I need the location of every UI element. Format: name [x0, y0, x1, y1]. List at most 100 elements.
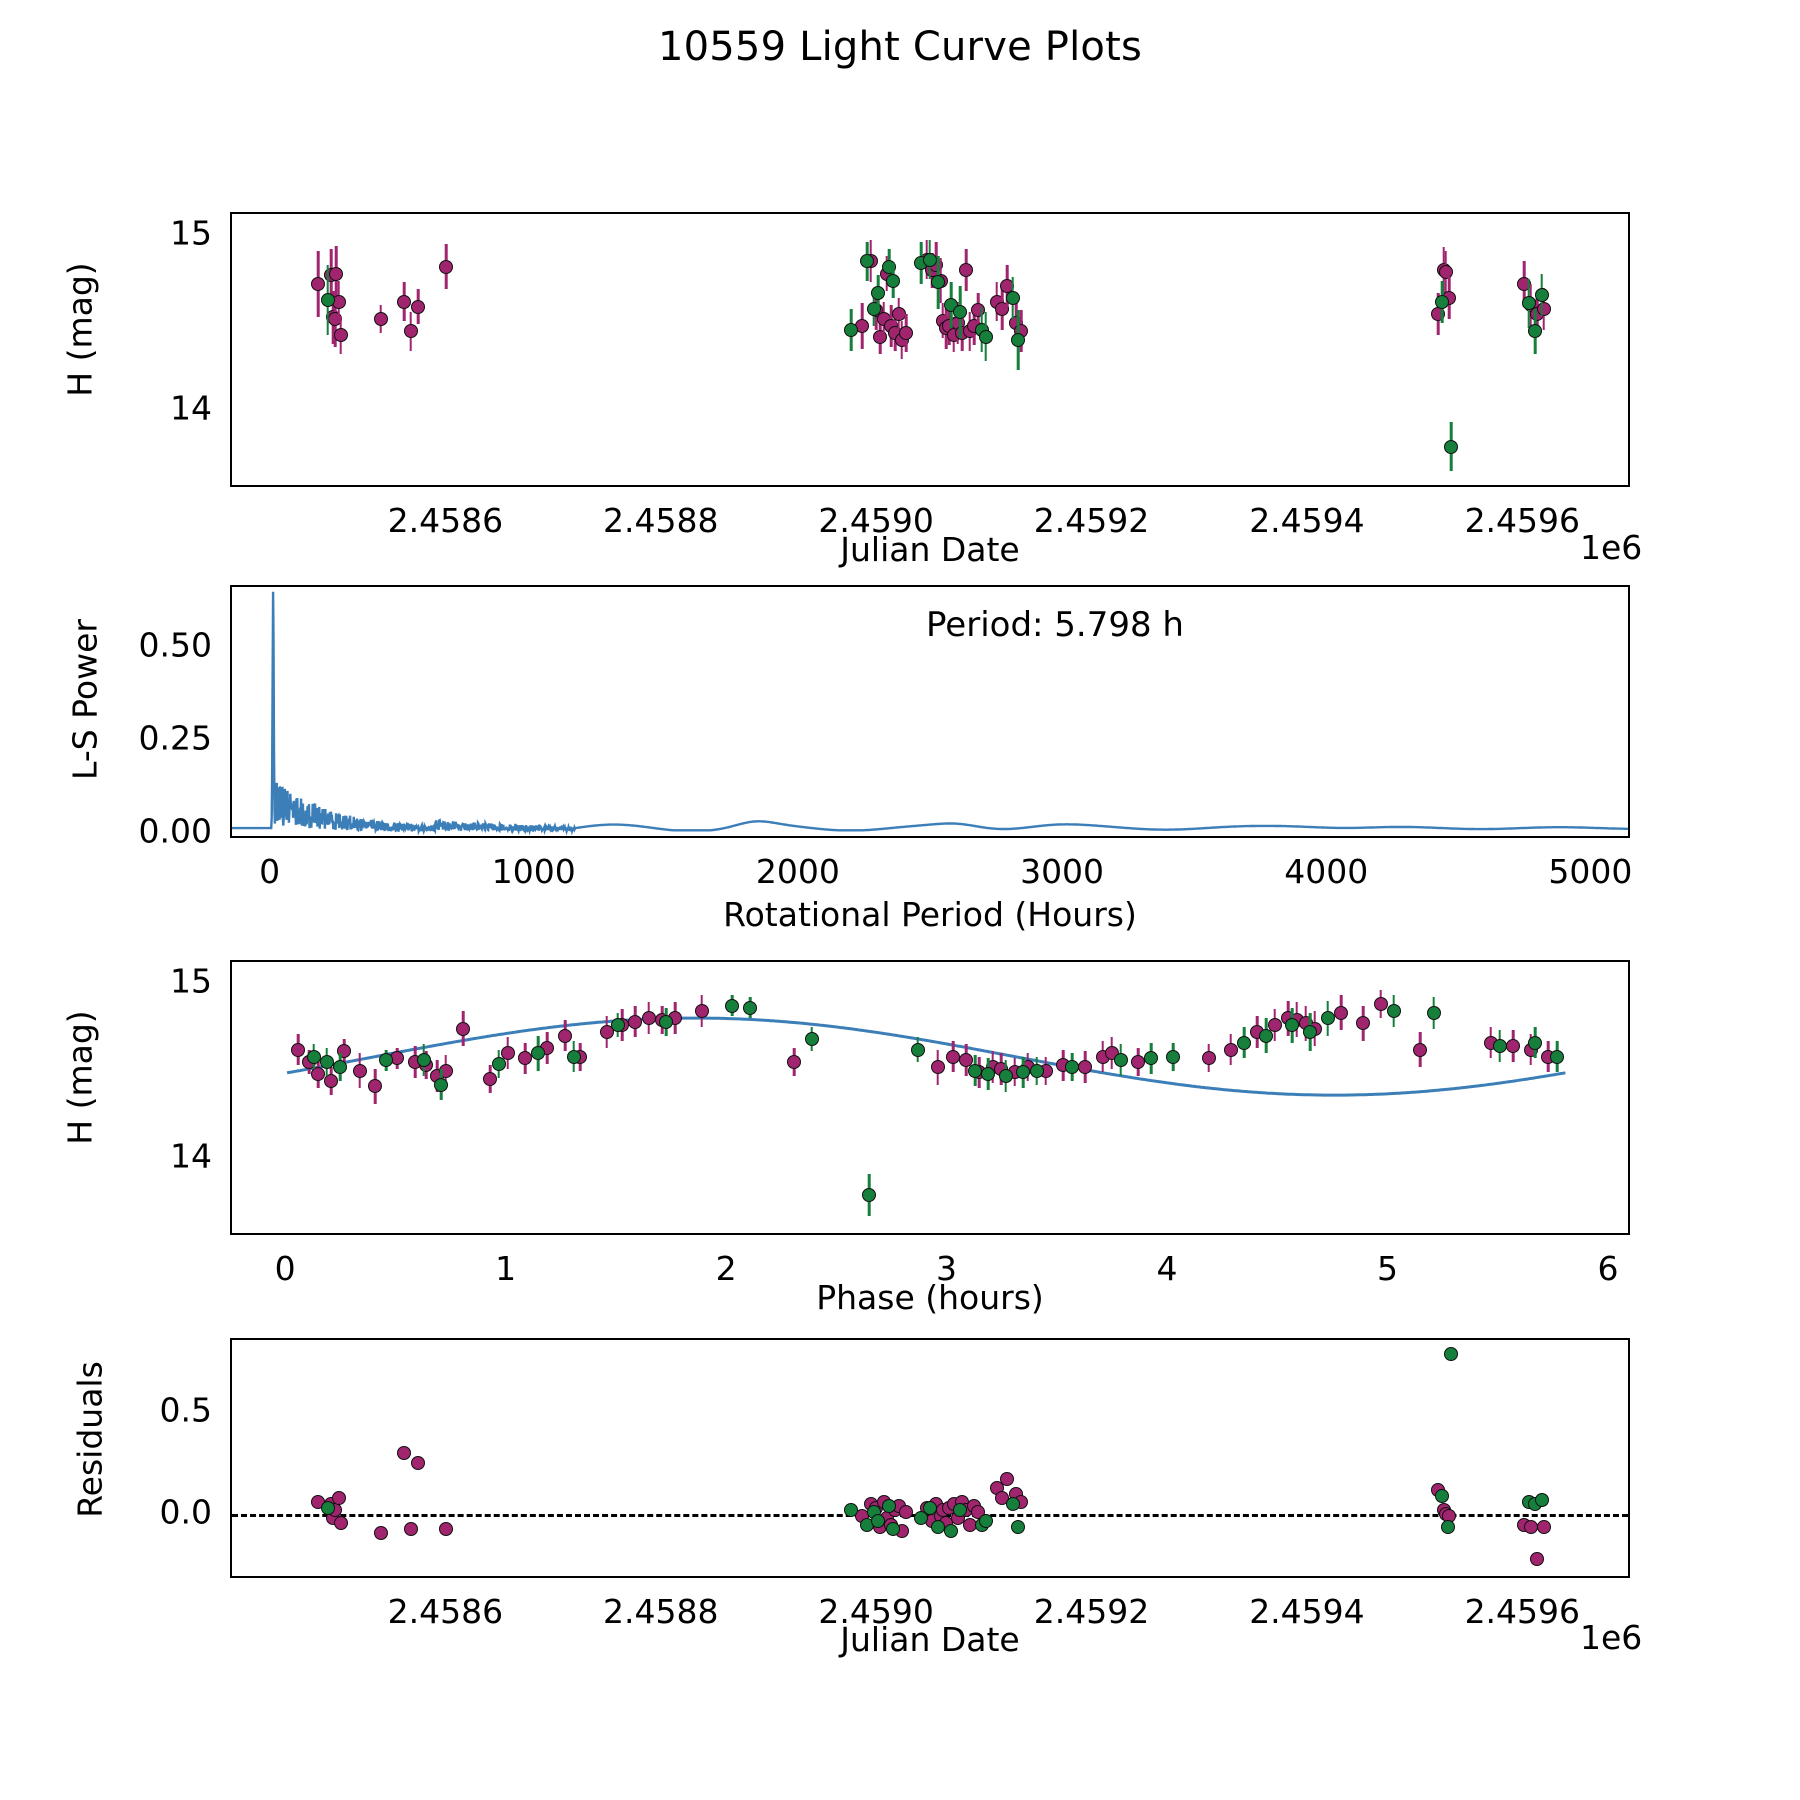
phase-point[interactable] — [1144, 1051, 1159, 1066]
lightcurve-point[interactable] — [1444, 439, 1459, 454]
phase-point[interactable] — [998, 1068, 1013, 1083]
lightcurve-point[interactable] — [1438, 264, 1453, 279]
lightcurve-point[interactable] — [860, 254, 875, 269]
residuals-axes[interactable] — [230, 1338, 1630, 1578]
phase-point[interactable] — [641, 1011, 656, 1026]
residual-point[interactable] — [978, 1513, 993, 1528]
residual-point[interactable] — [411, 1456, 426, 1471]
phase-point[interactable] — [787, 1054, 802, 1069]
lightcurve-point[interactable] — [978, 329, 993, 344]
residual-point[interactable] — [886, 1521, 901, 1536]
residual-point[interactable] — [331, 1490, 346, 1505]
phase-point[interactable] — [531, 1046, 546, 1061]
phase-point[interactable] — [1386, 1004, 1401, 1019]
phase-point[interactable] — [566, 1049, 581, 1064]
phase-point[interactable] — [1259, 1028, 1274, 1043]
phase-point[interactable] — [1166, 1049, 1181, 1064]
residual-point[interactable] — [333, 1515, 348, 1530]
phase-point[interactable] — [1426, 1005, 1441, 1020]
phase-point[interactable] — [1492, 1039, 1507, 1054]
lightcurve-point[interactable] — [953, 305, 967, 320]
phase-point[interactable] — [291, 1042, 306, 1057]
phase-point[interactable] — [1016, 1065, 1031, 1080]
residual-point[interactable] — [881, 1499, 896, 1514]
phase-point[interactable] — [659, 1014, 674, 1029]
phase-point[interactable] — [1413, 1042, 1428, 1057]
phase-point[interactable] — [1201, 1051, 1216, 1066]
lightcurve-point[interactable] — [891, 306, 906, 321]
phase-point[interactable] — [981, 1067, 996, 1082]
phase-point[interactable] — [482, 1072, 497, 1087]
phase-point[interactable] — [804, 1032, 819, 1047]
lightcurve-point[interactable] — [873, 329, 888, 344]
phase-point[interactable] — [1223, 1042, 1238, 1057]
residual-point[interactable] — [1534, 1493, 1549, 1507]
lightcurve-point[interactable] — [1435, 294, 1450, 309]
phase-point[interactable] — [945, 1049, 960, 1064]
phase-point[interactable] — [1550, 1049, 1565, 1064]
phase-point[interactable] — [456, 1021, 471, 1036]
phase-axes[interactable] — [230, 960, 1630, 1235]
lightcurve-point[interactable] — [871, 285, 886, 300]
lightcurve-point[interactable] — [311, 277, 326, 292]
residual-point[interactable] — [1444, 1347, 1459, 1362]
phase-point[interactable] — [557, 1028, 572, 1043]
residual-point[interactable] — [922, 1501, 937, 1516]
residual-point[interactable] — [1000, 1472, 1015, 1487]
residual-point[interactable] — [1435, 1488, 1450, 1503]
residual-point[interactable] — [373, 1525, 388, 1540]
phase-point[interactable] — [628, 1014, 643, 1029]
phase-point[interactable] — [319, 1054, 334, 1069]
residual-point[interactable] — [1523, 1519, 1538, 1534]
phase-point[interactable] — [379, 1053, 394, 1068]
phase-point[interactable] — [491, 1056, 506, 1071]
lightcurve-point[interactable] — [844, 322, 859, 337]
phase-point[interactable] — [1113, 1053, 1128, 1068]
lightcurve-point[interactable] — [320, 292, 335, 307]
lightcurve-point[interactable] — [1528, 324, 1543, 339]
lightcurve-point[interactable] — [971, 303, 986, 318]
phase-point[interactable] — [518, 1051, 533, 1066]
phase-point[interactable] — [1029, 1063, 1044, 1078]
lightcurve-point[interactable] — [1005, 291, 1020, 306]
phase-point[interactable] — [694, 1004, 709, 1019]
phase-point[interactable] — [1505, 1039, 1520, 1054]
phase-point[interactable] — [368, 1079, 383, 1094]
lightcurve-point[interactable] — [403, 324, 418, 339]
lightcurve-point[interactable] — [886, 273, 901, 288]
lightcurve-point[interactable] — [922, 252, 937, 267]
phase-point[interactable] — [1320, 1011, 1335, 1026]
phase-point[interactable] — [967, 1063, 982, 1078]
phase-point[interactable] — [910, 1042, 925, 1057]
lightcurve-point[interactable] — [329, 266, 344, 281]
residual-point[interactable] — [1440, 1519, 1455, 1534]
phase-point[interactable] — [743, 1000, 758, 1015]
phase-point[interactable] — [1373, 997, 1388, 1012]
residual-point[interactable] — [899, 1505, 914, 1520]
residual-point[interactable] — [1005, 1497, 1020, 1512]
lightcurve-point[interactable] — [995, 301, 1009, 316]
phase-point[interactable] — [599, 1025, 614, 1040]
lightcurve-point[interactable] — [1011, 333, 1026, 348]
lightcurve-axes[interactable] — [230, 212, 1630, 487]
phase-point[interactable] — [500, 1046, 515, 1061]
lightcurve-point[interactable] — [1521, 296, 1536, 311]
phase-point[interactable] — [862, 1187, 877, 1202]
lightcurve-point[interactable] — [1536, 301, 1551, 316]
phase-point[interactable] — [959, 1053, 974, 1068]
lightcurve-point[interactable] — [333, 327, 348, 342]
phase-point[interactable] — [1356, 1016, 1371, 1031]
residual-point[interactable] — [1011, 1519, 1026, 1534]
residual-point[interactable] — [953, 1503, 967, 1518]
lightcurve-point[interactable] — [959, 263, 974, 278]
residual-point[interactable] — [1536, 1519, 1551, 1534]
residual-point[interactable] — [844, 1503, 859, 1518]
residual-point[interactable] — [439, 1521, 454, 1536]
phase-point[interactable] — [610, 1018, 625, 1033]
phase-point[interactable] — [930, 1060, 945, 1075]
lightcurve-point[interactable] — [373, 312, 388, 327]
periodogram-axes[interactable] — [230, 585, 1630, 838]
residual-point[interactable] — [320, 1501, 335, 1516]
phase-point[interactable] — [416, 1053, 431, 1068]
residual-point[interactable] — [871, 1513, 886, 1528]
